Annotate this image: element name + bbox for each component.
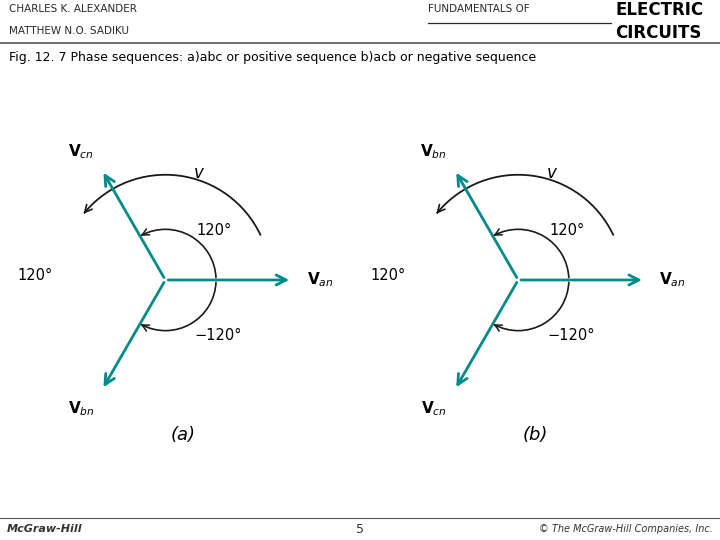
Text: $\mathbf{V}_{bn}$: $\mathbf{V}_{bn}$	[420, 142, 447, 160]
Text: v: v	[546, 164, 557, 182]
Text: (a): (a)	[171, 426, 195, 444]
Text: −120°: −120°	[194, 328, 242, 343]
Text: 120°: 120°	[17, 268, 53, 282]
Text: Fig. 12. 7 Phase sequences: a)abc or positive sequence b)acb or negative sequenc: Fig. 12. 7 Phase sequences: a)abc or pos…	[9, 51, 536, 64]
Text: 120°: 120°	[549, 223, 585, 238]
Text: (b): (b)	[523, 426, 549, 444]
Text: CHARLES K. ALEXANDER: CHARLES K. ALEXANDER	[9, 4, 137, 15]
Text: McGraw-Hill: McGraw-Hill	[7, 524, 83, 534]
Text: v: v	[194, 164, 204, 182]
Text: © The McGraw-Hill Companies, Inc.: © The McGraw-Hill Companies, Inc.	[539, 524, 713, 534]
Text: 5: 5	[356, 523, 364, 536]
Text: $\mathbf{V}_{cn}$: $\mathbf{V}_{cn}$	[421, 400, 447, 418]
Text: $\mathbf{V}_{an}$: $\mathbf{V}_{an}$	[307, 271, 333, 289]
Text: 120°: 120°	[197, 223, 232, 238]
Text: $\mathbf{V}_{bn}$: $\mathbf{V}_{bn}$	[68, 400, 94, 418]
Text: ELECTRIC: ELECTRIC	[616, 1, 703, 19]
Text: CIRCUITS: CIRCUITS	[616, 24, 702, 42]
Text: −120°: −120°	[547, 328, 595, 343]
Text: $\mathbf{V}_{cn}$: $\mathbf{V}_{cn}$	[68, 142, 94, 160]
Text: MATTHEW N.O. SADIKU: MATTHEW N.O. SADIKU	[9, 26, 129, 36]
Text: $\mathbf{V}_{an}$: $\mathbf{V}_{an}$	[660, 271, 686, 289]
Text: FUNDAMENTALS OF: FUNDAMENTALS OF	[428, 4, 530, 14]
Text: 120°: 120°	[370, 268, 405, 282]
